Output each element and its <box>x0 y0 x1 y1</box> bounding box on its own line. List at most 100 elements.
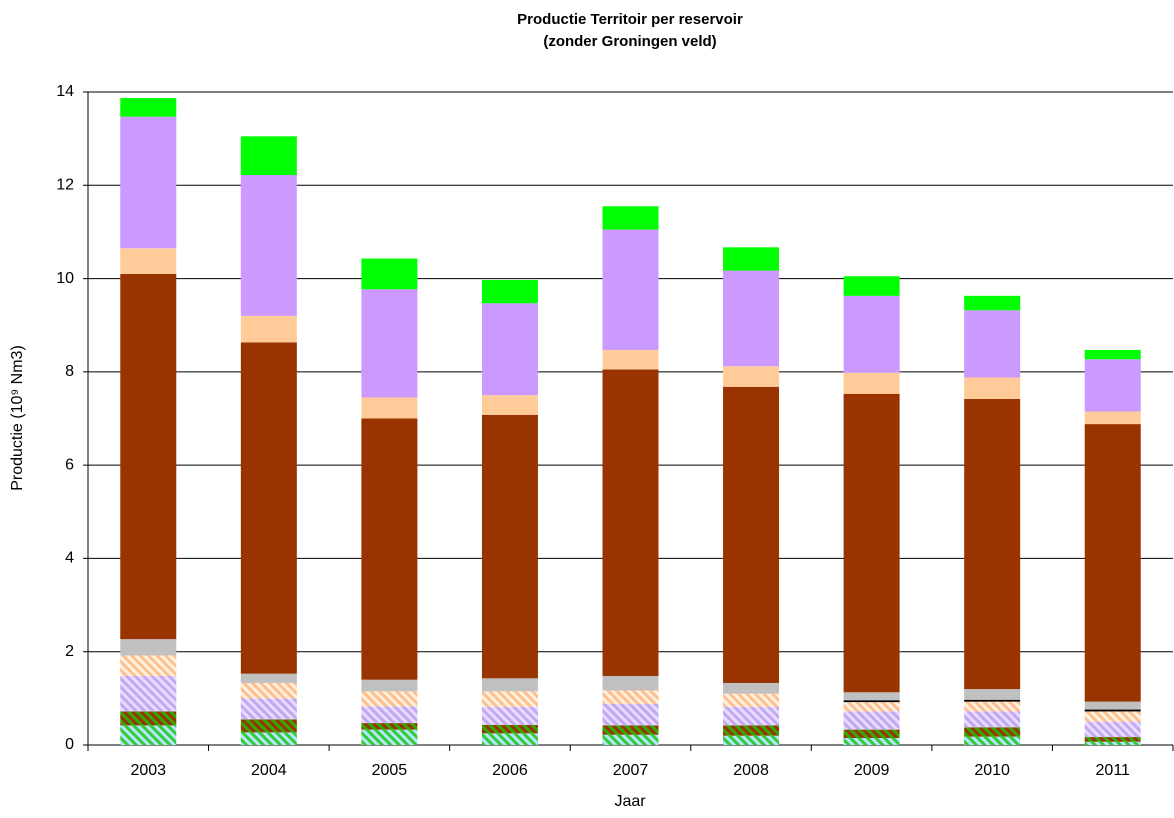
bar-segment <box>964 377 1021 399</box>
bar-segment <box>361 679 418 692</box>
bar-segment <box>240 732 297 745</box>
bar-segment <box>120 711 177 726</box>
x-tick-label: 2007 <box>613 762 649 779</box>
bar-segment <box>843 738 900 745</box>
bar-segment <box>964 699 1021 702</box>
x-tick-label: 2003 <box>130 762 166 779</box>
bar-segment <box>361 691 418 707</box>
bar-segment <box>843 692 900 701</box>
bar-segment <box>843 729 900 739</box>
bar-segment <box>361 729 418 745</box>
bar-segment <box>120 675 177 712</box>
chart-title: Productie Territoir per reservoir <box>517 11 743 28</box>
x-tick-label: 2005 <box>372 762 408 779</box>
bar-segment <box>602 369 659 676</box>
bar-segment <box>964 310 1021 378</box>
bar-segment <box>723 735 780 745</box>
x-tick-label: 2009 <box>854 762 890 779</box>
bar-segment <box>843 372 900 394</box>
bar-segment <box>361 706 418 724</box>
bar-segment <box>481 395 538 415</box>
bar-segment <box>481 724 538 734</box>
bar-segment <box>1084 349 1141 360</box>
bar-segment <box>1084 701 1141 710</box>
x-tick-label: 2008 <box>733 762 769 779</box>
bar-segment <box>1084 721 1141 738</box>
bar-segment <box>120 655 177 676</box>
bar-segment <box>602 703 659 726</box>
bar-segment <box>602 229 659 350</box>
bar-segment <box>964 736 1021 745</box>
bar-segment <box>120 639 177 656</box>
bar-segment <box>1084 741 1141 745</box>
bar-segment <box>843 295 900 373</box>
x-axis-label: Jaar <box>614 793 646 810</box>
bar-segment <box>843 711 900 730</box>
bar-segment <box>481 706 538 725</box>
bar-segment <box>120 98 177 117</box>
y-tick-label: 2 <box>65 643 74 660</box>
x-tick-label: 2004 <box>251 762 287 779</box>
bar-segment <box>481 691 538 707</box>
chart-subtitle: (zonder Groningen veld) <box>543 33 716 50</box>
bar-segment <box>1084 411 1141 425</box>
y-tick-label: 4 <box>65 550 74 567</box>
y-axis-label: Productie (10⁹ Nm3) <box>9 345 26 491</box>
bar-segment <box>964 711 1021 728</box>
bar-segment <box>361 418 418 680</box>
x-tick-label: 2010 <box>974 762 1010 779</box>
bar-segment <box>1084 424 1141 702</box>
bar-segment <box>120 725 177 745</box>
y-tick-label: 8 <box>65 363 74 380</box>
bar-segment <box>723 386 780 683</box>
bar-segment <box>964 398 1021 690</box>
bar-segment <box>240 136 297 176</box>
bar-segment <box>602 725 659 735</box>
bar-segment <box>361 289 418 398</box>
bar-segment <box>120 248 177 274</box>
bar-segment <box>361 258 418 290</box>
bar-segment <box>843 700 900 703</box>
x-tick-label: 2011 <box>1096 762 1131 779</box>
bar-segment <box>723 270 780 367</box>
y-tick-label: 0 <box>65 736 74 753</box>
y-tick-label: 14 <box>56 83 74 100</box>
bar-segment <box>481 303 538 396</box>
bar-segment <box>361 397 418 419</box>
bar-segment <box>602 349 659 370</box>
bar-segment <box>481 678 538 692</box>
bar-segment <box>723 682 780 694</box>
bar-segment <box>1084 709 1141 712</box>
bar-segment <box>843 276 900 296</box>
bar-segment <box>240 175 297 316</box>
bar-segment <box>602 734 659 745</box>
x-tick-label: 2006 <box>492 762 528 779</box>
bar-segment <box>240 315 297 343</box>
bar-segment <box>602 206 659 230</box>
bar-segment <box>240 673 297 683</box>
bar-segment <box>964 689 1021 700</box>
bar-segment <box>1084 359 1141 412</box>
y-tick-label: 12 <box>56 177 74 194</box>
y-tick-label: 6 <box>65 456 74 473</box>
bar-segment <box>240 682 297 699</box>
bar-segment <box>120 116 177 249</box>
bar-segment <box>240 698 297 720</box>
bar-segment <box>1084 711 1141 722</box>
bar-segment <box>723 247 780 271</box>
bar-segment <box>481 414 538 679</box>
bar-segment <box>964 727 1021 737</box>
bar-segment <box>240 342 297 674</box>
bar-segment <box>481 279 538 304</box>
bar-segment <box>723 366 780 387</box>
bar-segment <box>120 273 177 640</box>
bar-segment <box>723 706 780 726</box>
bar-segment <box>964 295 1021 311</box>
bar-segment <box>1084 737 1141 742</box>
bar-segment <box>602 690 659 704</box>
bar-segment <box>964 701 1021 712</box>
bar-segment <box>723 725 780 736</box>
bar-segment <box>843 393 900 693</box>
